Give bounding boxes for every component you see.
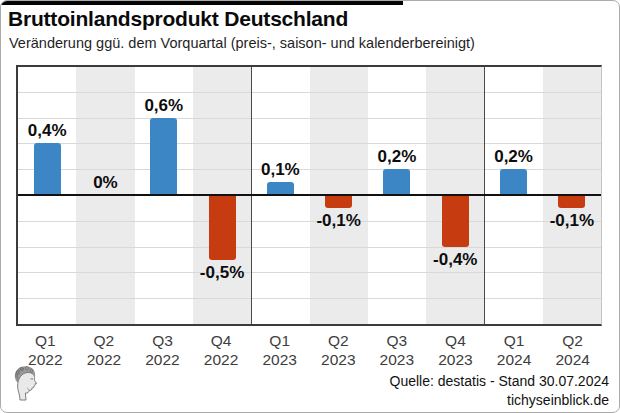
x-axis-label: Q12023 xyxy=(250,331,309,369)
value-label: 0,6% xyxy=(144,96,183,116)
x-axis-quarter: Q1 xyxy=(250,331,309,350)
value-label: 0% xyxy=(93,173,118,193)
x-axis-quarter: Q4 xyxy=(426,331,485,350)
gridline xyxy=(18,92,601,93)
x-axis-label: Q22023 xyxy=(309,331,368,369)
bar-q3-2023 xyxy=(383,169,410,195)
source-line: Quelle: destatis - Stand 30.07.2024 xyxy=(390,372,609,391)
bar-q1-2022 xyxy=(34,143,61,195)
website-line: tichyseinblick.de xyxy=(390,391,609,410)
x-axis-quarter: Q1 xyxy=(485,331,544,350)
gridline xyxy=(18,118,601,119)
x-axis-year: 2023 xyxy=(368,350,427,369)
x-axis-quarter: Q2 xyxy=(75,331,134,350)
chart-subtitle: Veränderung ggü. dem Vorquartal (preis-,… xyxy=(9,35,475,51)
value-label: 0,4% xyxy=(28,121,67,141)
x-axis-quarter: Q3 xyxy=(133,331,192,350)
value-label: 0,1% xyxy=(261,160,300,180)
value-label: -0,1% xyxy=(550,211,594,231)
x-axis-year: 2022 xyxy=(75,350,134,369)
x-axis-label: Q32023 xyxy=(368,331,427,369)
infographic-frame: Bruttoinlandsprodukt Deutschland Verände… xyxy=(0,0,620,413)
value-label: 0,2% xyxy=(378,147,417,167)
gridline xyxy=(18,247,601,248)
plot-area: 0,4% 0% 0,6% -0,5% 0,1% -0,1% 0,2% -0,4% 0,2% -0,… xyxy=(16,65,602,326)
zero-axis-line xyxy=(18,194,601,196)
bar-q1-2024 xyxy=(500,169,527,195)
x-axis-quarter: Q3 xyxy=(368,331,427,350)
chart-title: Bruttoinlandsprodukt Deutschland xyxy=(8,7,348,31)
gridline xyxy=(18,298,601,299)
bar-q2-2023 xyxy=(325,195,352,208)
value-label: -0,4% xyxy=(433,250,477,270)
x-axis-label: Q22024 xyxy=(543,331,602,369)
x-axis-year: 2022 xyxy=(192,350,251,369)
source-attribution: Quelle: destatis - Stand 30.07.2024 tich… xyxy=(390,372,609,409)
x-axis-year: 2023 xyxy=(309,350,368,369)
bar-q4-2023 xyxy=(442,195,469,247)
plot-canvas: 0,4% 0% 0,6% -0,5% 0,1% -0,1% 0,2% -0,4% 0,2% -0,… xyxy=(18,67,601,324)
classical-head-logo xyxy=(9,364,40,402)
x-axis-year: 2024 xyxy=(543,350,602,369)
gridline xyxy=(18,221,601,222)
value-label: -0,5% xyxy=(200,263,244,283)
x-axis-label: Q22022 xyxy=(75,331,134,369)
x-axis-year: 2023 xyxy=(250,350,309,369)
bar-q3-2022 xyxy=(150,118,177,195)
x-axis-year: 2022 xyxy=(133,350,192,369)
x-axis-label: Q42022 xyxy=(192,331,251,369)
bar-q4-2022 xyxy=(209,195,236,260)
x-axis-year: 2024 xyxy=(485,350,544,369)
top-accent-bar xyxy=(1,1,403,5)
x-axis-quarter: Q2 xyxy=(309,331,368,350)
x-axis-labels: Q12022Q22022Q32022Q42022Q12023Q22023Q320… xyxy=(16,331,602,369)
x-axis-quarter: Q4 xyxy=(192,331,251,350)
value-label: 0,2% xyxy=(494,147,533,167)
x-axis-label: Q32022 xyxy=(133,331,192,369)
x-axis-year: 2023 xyxy=(426,350,485,369)
gridline xyxy=(18,143,601,144)
x-axis-label: Q12024 xyxy=(485,331,544,369)
value-label: -0,1% xyxy=(316,211,360,231)
x-axis-label: Q42023 xyxy=(426,331,485,369)
x-axis-quarter: Q1 xyxy=(16,331,75,350)
bar-q2-2024 xyxy=(558,195,585,208)
gridline xyxy=(18,272,601,273)
x-axis-quarter: Q2 xyxy=(543,331,602,350)
